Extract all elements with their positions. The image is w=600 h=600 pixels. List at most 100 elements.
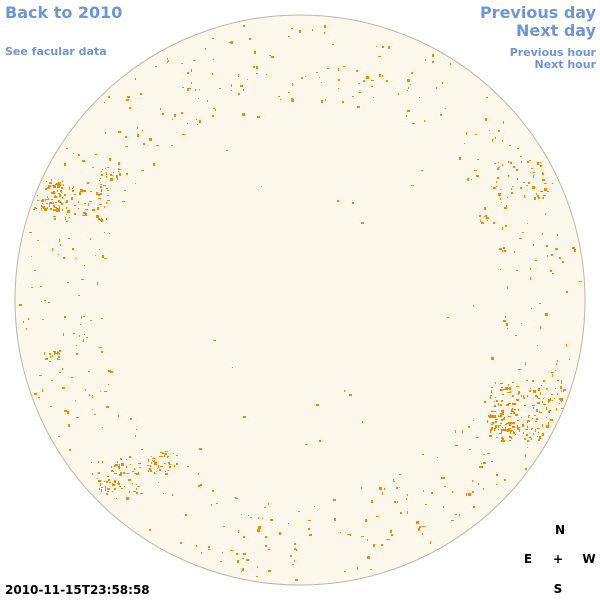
previous-day-link[interactable]: Previous day: [479, 3, 596, 22]
facula-speck: [492, 424, 493, 425]
facula-speck: [338, 79, 340, 81]
facula-speck: [52, 203, 54, 204]
facula-speck: [560, 386, 562, 389]
facula-speck: [66, 148, 68, 149]
facula-speck: [147, 465, 149, 466]
facula-speck: [118, 168, 119, 170]
facula-speck: [158, 482, 159, 483]
facula-speck: [365, 519, 367, 522]
facula-speck: [431, 492, 433, 494]
facula-speck: [559, 403, 560, 404]
facula-speck: [84, 334, 85, 335]
facula-speck: [119, 173, 121, 176]
facula-speck: [511, 188, 512, 190]
facula-speck: [502, 250, 503, 252]
facula-speck: [509, 440, 511, 441]
facula-speck: [442, 82, 443, 84]
compass-south: S: [553, 582, 563, 596]
facula-speck: [213, 59, 214, 60]
facula-speck: [41, 301, 42, 302]
previous-hour-link[interactable]: Previous hour: [509, 46, 596, 59]
facula-speck: [566, 344, 567, 347]
facula-speck: [489, 416, 492, 418]
facula-speck: [547, 191, 549, 192]
facula-speck: [41, 205, 42, 207]
facula-speck: [505, 427, 506, 429]
facula-speck: [504, 417, 505, 418]
facula-speck: [288, 92, 290, 93]
back-to-year-link[interactable]: Back to 2010: [5, 3, 123, 22]
facula-speck: [143, 143, 145, 145]
facula-speck: [526, 434, 528, 436]
facula-speck: [212, 490, 214, 492]
facula-speck: [492, 415, 495, 418]
facula-speck: [162, 113, 164, 115]
facula-speck: [518, 409, 519, 411]
facula-speck: [107, 491, 109, 492]
facula-speck: [399, 487, 400, 488]
facula-speck: [129, 456, 131, 458]
facula-speck: [528, 420, 530, 422]
facula-speck: [196, 545, 197, 547]
facula-speck: [58, 254, 59, 255]
facula-speck: [229, 42, 231, 43]
facula-speck: [501, 410, 504, 412]
facula-speck: [532, 186, 535, 189]
facula-speck: [242, 113, 245, 116]
facula-speck: [479, 466, 480, 468]
facula-speck: [39, 375, 42, 376]
facula-speck: [99, 204, 102, 205]
facula-speck: [549, 410, 551, 411]
facula-speck: [543, 380, 545, 382]
facula-speck: [535, 429, 536, 432]
facular-data-link[interactable]: See facular data: [5, 45, 107, 58]
facula-speck: [137, 134, 139, 137]
facula-speck: [215, 109, 216, 111]
facula-speck: [271, 56, 274, 58]
next-hour-link[interactable]: Next hour: [534, 58, 597, 71]
facula-speck: [524, 195, 525, 198]
facula-speck: [561, 390, 562, 392]
facula-speck: [61, 190, 62, 193]
facula-speck: [199, 448, 202, 450]
facula-speck: [34, 270, 36, 271]
facula-speck: [118, 483, 120, 485]
facula-speck: [28, 318, 29, 320]
facula-speck: [149, 138, 152, 141]
facula-speck: [136, 488, 137, 490]
facula-speck: [122, 201, 125, 202]
facula-speck: [33, 209, 35, 210]
facula-speck: [113, 172, 114, 173]
facula-speck: [443, 506, 444, 508]
facula-speck: [107, 190, 109, 191]
facula-speck: [509, 428, 511, 429]
facula-speck: [559, 257, 561, 259]
facula-speck: [504, 250, 506, 252]
facula-speck: [79, 192, 81, 195]
facula-speck: [104, 258, 107, 259]
facula-speck: [124, 486, 125, 487]
facula-speck: [381, 544, 383, 546]
facula-speck: [35, 208, 37, 209]
facula-speck: [530, 268, 531, 270]
compass-east: E: [523, 552, 533, 566]
facula-speck: [359, 92, 361, 93]
facula-speck: [543, 173, 544, 175]
facula-speck: [357, 106, 360, 108]
facula-speck: [294, 548, 296, 550]
facula-speck: [384, 488, 385, 490]
facula-speck: [160, 466, 163, 467]
facula-speck: [78, 201, 79, 203]
facula-speck: [387, 539, 390, 540]
facula-speck: [213, 340, 216, 341]
facula-speck: [507, 392, 509, 393]
facula-speck: [468, 426, 470, 428]
next-day-link[interactable]: Next day: [516, 21, 596, 40]
facula-speck: [238, 93, 240, 95]
facula-speck: [51, 192, 53, 194]
facula-speck: [537, 402, 540, 404]
facula-speck: [499, 425, 501, 426]
facula-speck: [332, 44, 334, 45]
facula-speck: [48, 198, 49, 200]
facula-speck: [501, 430, 502, 433]
